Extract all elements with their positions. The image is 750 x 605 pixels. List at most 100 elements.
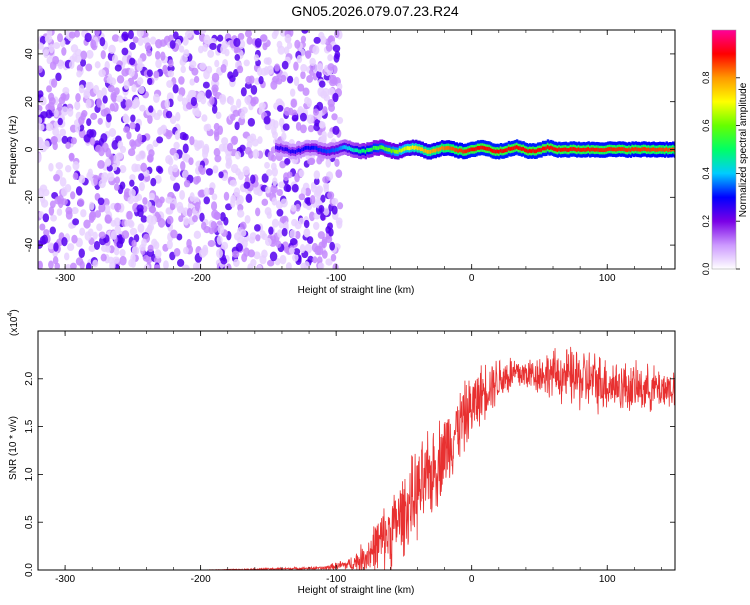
- heatmap-noise-cell: [80, 209, 87, 218]
- x-tick-label: -200: [191, 574, 211, 585]
- heatmap-noise-cell: [166, 80, 174, 88]
- heatmap-noise-cell: [83, 90, 91, 100]
- heatmap-noise-cell: [194, 110, 202, 117]
- heatmap-line-cell: [278, 146, 281, 151]
- heatmap-line-cell: [673, 148, 675, 153]
- heatmap-noise-cell: [245, 193, 253, 203]
- heatmap-noise-cell: [211, 104, 218, 114]
- heatmap-noise-cell: [182, 264, 190, 269]
- heatmap-noise-cell: [138, 173, 145, 181]
- heatmap-noise-cell: [267, 151, 275, 161]
- heatmap-noise-cell: [171, 164, 179, 173]
- heatmap-noise-cell: [173, 152, 180, 161]
- heatmap-noise-cell: [316, 63, 324, 73]
- heatmap-noise-cell: [50, 214, 57, 222]
- heatmap-line-cell: [377, 146, 381, 151]
- snr-ylabel: SNR (10 * v/v): [8, 416, 19, 480]
- heatmap-noise-cell: [290, 204, 297, 212]
- heatmap-noise-cell: [99, 37, 106, 47]
- heatmap-noise-cell: [137, 57, 143, 67]
- heatmap-line-cell: [631, 147, 634, 151]
- heatmap-noise-cell: [264, 206, 272, 216]
- heatmap-noise-cell: [129, 42, 136, 51]
- heatmap-noise-cell: [182, 143, 189, 154]
- heatmap-noise-cell: [264, 123, 272, 131]
- heatmap-line-cell: [649, 148, 652, 152]
- heatmap-noise-cell: [137, 37, 144, 46]
- heatmap-line-cell: [317, 147, 320, 152]
- heatmap-noise-cell: [78, 248, 85, 259]
- heatmap-noise-cell: [188, 157, 194, 166]
- heatmap-noise-cell: [149, 205, 156, 214]
- heatmap-noise-cell: [117, 140, 124, 150]
- heatmap-noise-cell: [218, 171, 224, 179]
- heatmap-line-cell: [595, 147, 598, 152]
- heatmap-noise-cell: [105, 158, 111, 167]
- x-tick-label: 0: [469, 273, 475, 284]
- heatmap-noise-cell: [321, 238, 328, 249]
- heatmap-noise-cell: [122, 115, 130, 124]
- heatmap-line-cell: [455, 148, 459, 152]
- heatmap-noise-cell: [271, 218, 279, 228]
- heatmap-noise-cell: [317, 262, 325, 269]
- heatmap-noise-cell: [186, 207, 193, 218]
- heatmap-noise-cell: [252, 149, 260, 159]
- heatmap-noise-cell: [163, 260, 169, 269]
- heatmap-noise-cell: [165, 154, 173, 165]
- heatmap-noise-cell: [284, 33, 292, 44]
- heatmap-noise-cell: [88, 244, 96, 252]
- heatmap-noise-cell: [54, 262, 61, 269]
- heatmap-noise-cell: [62, 87, 70, 95]
- heatmap-noise-cell: [247, 249, 255, 258]
- heatmap-noise-cell: [98, 203, 106, 213]
- heatmap-line-cell: [522, 146, 525, 151]
- heatmap-noise-cell: [193, 75, 200, 83]
- heatmap-line-cell: [304, 145, 307, 150]
- heatmap-noise-cell: [251, 138, 259, 147]
- heatmap-noise-cell: [198, 45, 204, 54]
- heatmap-noise-cell: [220, 257, 228, 265]
- heatmap-line-cell: [551, 146, 555, 151]
- heatmap-noise-cell: [214, 131, 220, 142]
- heatmap-noise-cell: [119, 165, 127, 174]
- heatmap-line-cell: [359, 149, 363, 154]
- heatmap-line-cell: [353, 148, 356, 153]
- heatmap-noise-cell: [263, 116, 271, 125]
- heatmap-noise-cell: [59, 128, 67, 137]
- heatmap-line-cell: [392, 148, 395, 153]
- heatmap-noise-cell: [281, 132, 287, 141]
- heatmap-noise-cell: [335, 169, 343, 179]
- heatmap-line-cell: [475, 146, 478, 151]
- heatmap-noise-cell: [249, 236, 256, 244]
- heatmap-noise-cell: [305, 50, 312, 59]
- heatmap-noise-cell: [250, 97, 257, 107]
- heatmap-noise-cell: [101, 87, 107, 97]
- heatmap-line-cell: [361, 148, 364, 153]
- spectrogram-cells: [38, 30, 675, 269]
- heatmap-line-cell: [356, 148, 359, 153]
- heatmap-noise-cell: [130, 114, 136, 123]
- heatmap-noise-cell: [100, 50, 106, 60]
- heatmap-line-cell: [419, 147, 423, 152]
- heatmap-noise-cell: [295, 230, 301, 240]
- heatmap-noise-cell: [70, 137, 77, 145]
- heatmap-noise-cell: [229, 75, 236, 83]
- heatmap-noise-cell: [297, 83, 305, 92]
- heatmap-line-cell: [276, 146, 280, 150]
- heatmap-line-cell: [346, 146, 350, 151]
- heatmap-noise-cell: [259, 254, 267, 265]
- heatmap-line-cell: [325, 149, 328, 154]
- heatmap-noise-cell: [214, 211, 221, 221]
- heatmap-noise-cell: [119, 255, 127, 266]
- snr-axes: -300 -200 -100 0 100 0.0 0.5 1.0 1.5 2.0: [24, 331, 675, 585]
- heatmap-noise-cell: [148, 192, 155, 201]
- heatmap-line-cell: [382, 145, 385, 150]
- heatmap-noise-cell: [312, 45, 320, 55]
- heatmap-noise-cell: [153, 93, 160, 103]
- heatmap-noise-cell: [141, 238, 147, 248]
- heatmap-noise-cell: [68, 31, 76, 39]
- heatmap-line-cell: [632, 147, 636, 152]
- heatmap-noise-cell: [65, 263, 72, 269]
- heatmap-noise-cell: [172, 31, 179, 40]
- heatmap-line-cell: [621, 147, 625, 151]
